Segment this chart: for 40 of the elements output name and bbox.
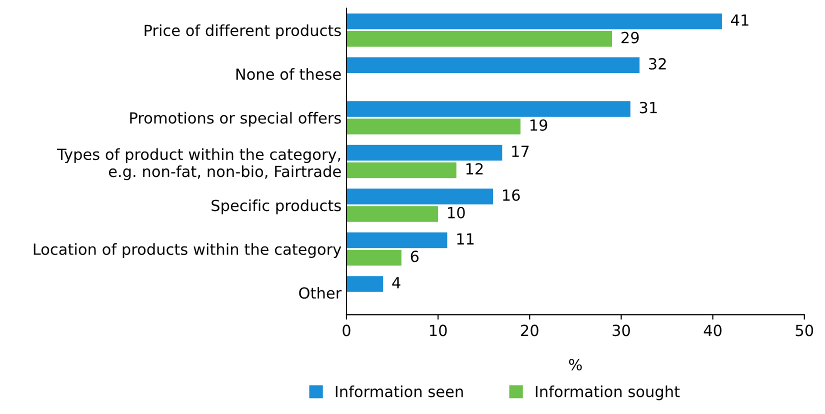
bar (346, 188, 494, 204)
x-tick-label: 10 (430, 324, 447, 336)
data-label: 16 (503, 189, 520, 201)
bar (346, 206, 438, 222)
y-tick-label: Promotions or special offers (130, 112, 341, 127)
data-label: 31 (640, 102, 657, 114)
x-tick-label: 50 (796, 324, 814, 336)
data-label: 10 (448, 206, 465, 218)
y-tick-label: Location of products within the category (34, 243, 342, 258)
data-label: 12 (466, 163, 483, 174)
bar (346, 118, 520, 134)
y-tick-label: Specific products (212, 199, 341, 214)
data-label: 29 (622, 32, 639, 44)
data-label: 41 (731, 14, 748, 26)
bar (346, 250, 402, 266)
y-tick-label: Price of different products (144, 24, 341, 40)
data-label: 6 (410, 250, 419, 262)
bar (346, 31, 612, 47)
bar (346, 276, 384, 292)
data-label: 32 (649, 58, 666, 70)
bar (346, 162, 456, 178)
bar (346, 144, 502, 161)
bar (346, 232, 448, 248)
bar (346, 57, 640, 74)
y-tick-label: Types of product within the category, e.g. non-fat, non-bio, Fairtrade (57, 148, 341, 180)
data-label: 4 (392, 277, 400, 288)
bar (346, 14, 722, 30)
y-tick-label: Other (299, 286, 342, 299)
legend-label: Information seen (336, 385, 463, 398)
x-tick-label: 30 (612, 324, 630, 336)
data-label: 17 (512, 146, 529, 157)
x-tick-label: 0 (342, 324, 350, 336)
x-axis-title: % (569, 358, 582, 370)
y-tick-label: None of these (236, 68, 341, 80)
bar (346, 101, 630, 117)
data-label: 11 (457, 233, 474, 244)
legend-label: Information sought (536, 385, 680, 400)
x-tick-label: 40 (704, 324, 722, 336)
data-label: 19 (530, 119, 548, 131)
x-tick-label: 20 (521, 324, 538, 336)
